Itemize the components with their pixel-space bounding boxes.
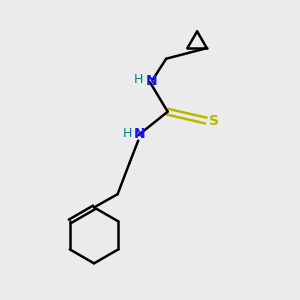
Text: H: H xyxy=(134,74,143,86)
Text: N: N xyxy=(146,74,157,88)
Text: S: S xyxy=(209,114,219,128)
Text: H: H xyxy=(122,127,132,140)
Text: N: N xyxy=(134,128,146,141)
